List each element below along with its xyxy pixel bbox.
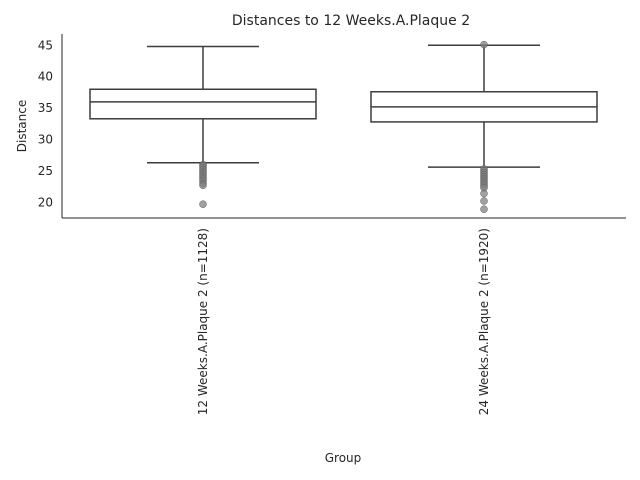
plot-area [89, 40, 598, 213]
y-tick-label: 40 [38, 70, 53, 84]
outlier-point [480, 197, 488, 205]
x-tick-label: 12 Weeks.A.Plaque 2 (n=1128) [196, 228, 210, 415]
chart-title: Distances to 12 Weeks.A.Plaque 2 [232, 13, 470, 29]
y-tick-label: 20 [38, 195, 53, 209]
outlier-point [480, 189, 488, 198]
x-tick-labels: 12 Weeks.A.Plaque 2 (n=1128) 24 Weeks.A.P… [196, 228, 491, 415]
iqr-box [89, 88, 317, 120]
y-tick-label: 30 [38, 133, 53, 147]
x-tick-label: 24 Weeks.A.Plaque 2 (n=1920) [477, 228, 491, 415]
y-tick-label: 25 [38, 164, 53, 178]
outlier-point [480, 205, 488, 213]
box-group [89, 45, 317, 208]
box-group [370, 40, 598, 213]
y-tick-label: 45 [38, 38, 53, 52]
x-axis-label: Group [325, 451, 362, 465]
outlier-point [480, 40, 488, 49]
y-axis-label: Distance [15, 100, 29, 152]
outlier-point [199, 181, 207, 190]
outlier-point [199, 200, 207, 208]
y-tick-label: 35 [38, 101, 53, 115]
y-tick-labels: 20 25 30 35 40 45 [38, 38, 53, 209]
